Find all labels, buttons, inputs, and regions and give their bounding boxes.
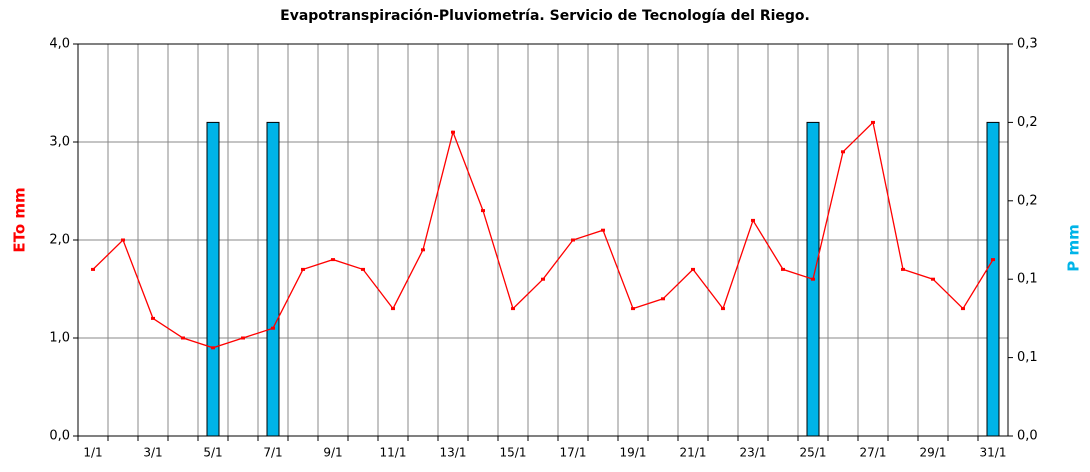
x-tick-label: 17/1 xyxy=(560,446,587,460)
point xyxy=(301,268,305,271)
x-tick-label: 5/1 xyxy=(203,446,222,460)
point xyxy=(121,239,125,242)
point xyxy=(391,307,395,310)
y-tick-label: 3,0 xyxy=(49,135,70,150)
point xyxy=(241,337,245,340)
y2-tick-label: 0,0 xyxy=(1017,429,1038,444)
point xyxy=(181,337,185,340)
chart: Evapotranspiración-Pluviometría. Servici… xyxy=(0,0,1090,472)
x-tick-label: 7/1 xyxy=(263,446,282,460)
y-tick-label: 1,0 xyxy=(49,331,70,346)
point xyxy=(901,268,905,271)
x-tick-label: 23/1 xyxy=(740,446,767,460)
point xyxy=(541,278,545,281)
point xyxy=(91,268,95,271)
point xyxy=(871,121,875,124)
y-tick-label: 2,0 xyxy=(49,233,70,248)
x-tick-label: 15/1 xyxy=(500,446,527,460)
y2-tick-label: 0,2 xyxy=(1017,115,1038,130)
x-tick-label: 11/1 xyxy=(380,446,407,460)
point xyxy=(691,268,695,271)
x-tick-label: 19/1 xyxy=(620,446,647,460)
point xyxy=(781,268,785,271)
x-tick-label: 13/1 xyxy=(440,446,467,460)
y2-tick-label: 0,2 xyxy=(1017,193,1038,208)
point xyxy=(661,297,665,300)
point xyxy=(631,307,635,310)
point xyxy=(721,307,725,310)
point xyxy=(751,219,755,222)
y2-tick-label: 0,1 xyxy=(1017,350,1038,365)
y-tick-label: 4,0 xyxy=(49,37,70,52)
bar xyxy=(987,122,999,436)
point xyxy=(511,307,515,310)
point xyxy=(811,278,815,281)
chart-title: Evapotranspiración-Pluviometría. Servici… xyxy=(280,8,810,24)
y2-axis-title: P mm xyxy=(1065,224,1083,271)
background xyxy=(0,0,1090,472)
point xyxy=(991,258,995,261)
x-tick-label: 25/1 xyxy=(800,446,827,460)
point xyxy=(421,248,425,251)
point xyxy=(571,239,575,242)
x-tick-label: 27/1 xyxy=(860,446,887,460)
point xyxy=(841,150,845,153)
point xyxy=(361,268,365,271)
y-tick-label: 0,0 xyxy=(49,429,70,444)
point xyxy=(331,258,335,261)
point xyxy=(271,327,275,330)
x-tick-label: 31/1 xyxy=(980,446,1007,460)
bar xyxy=(207,122,219,436)
y2-tick-label: 0,1 xyxy=(1017,272,1038,287)
point xyxy=(961,307,965,310)
point xyxy=(151,317,155,320)
point xyxy=(451,131,455,134)
point xyxy=(211,346,215,349)
x-tick-label: 29/1 xyxy=(920,446,947,460)
x-tick-label: 21/1 xyxy=(680,446,707,460)
x-tick-label: 3/1 xyxy=(143,446,162,460)
x-tick-label: 1/1 xyxy=(83,446,102,460)
y-axis-title: ETo mm xyxy=(11,187,29,252)
point xyxy=(601,229,605,232)
bar xyxy=(267,122,279,436)
x-tick-label: 9/1 xyxy=(323,446,342,460)
y2-tick-label: 0,3 xyxy=(1017,37,1038,52)
point xyxy=(931,278,935,281)
point xyxy=(481,209,485,212)
